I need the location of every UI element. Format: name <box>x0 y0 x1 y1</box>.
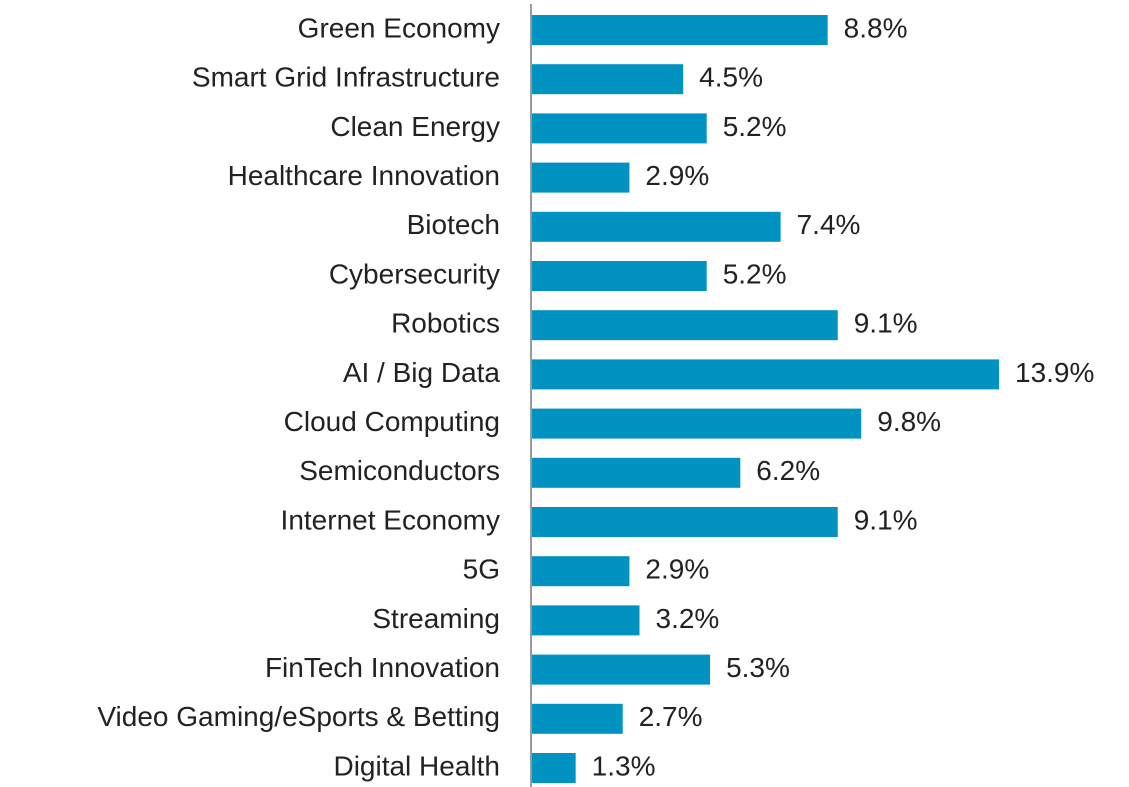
category-label: Cybersecurity <box>329 258 500 289</box>
bar <box>532 556 630 587</box>
category-label: Video Gaming/eSports & Betting <box>97 701 500 732</box>
bar <box>532 408 862 439</box>
category-label: AI / Big Data <box>343 357 501 388</box>
category-label: FinTech Innovation <box>265 652 500 683</box>
value-label: 2.7% <box>639 701 703 732</box>
category-label: Healthcare Innovation <box>228 160 500 191</box>
bar <box>532 753 576 783</box>
bar <box>532 15 828 45</box>
category-label: Streaming <box>372 603 500 634</box>
category-label: Smart Grid Infrastructure <box>192 62 500 93</box>
value-label: 2.9% <box>645 160 709 191</box>
bar <box>532 703 623 734</box>
category-label: 5G <box>463 554 500 585</box>
value-label: 1.3% <box>592 750 656 781</box>
category-label: Green Economy <box>298 12 500 43</box>
category-label: Biotech <box>407 209 500 240</box>
bar <box>532 507 838 537</box>
value-label: 9.8% <box>877 406 941 437</box>
value-label: 5.2% <box>723 111 787 142</box>
category-label: Internet Economy <box>281 504 500 535</box>
value-label: 5.3% <box>726 652 790 683</box>
category-label: Semiconductors <box>299 455 500 486</box>
bar <box>532 113 707 144</box>
value-label: 9.1% <box>854 504 918 535</box>
bar <box>532 261 707 291</box>
value-label: 3.2% <box>656 603 720 634</box>
value-label: 8.8% <box>844 12 908 43</box>
value-label: 4.5% <box>699 62 763 93</box>
category-label: Digital Health <box>333 750 500 781</box>
bar <box>532 359 999 390</box>
value-label: 6.2% <box>756 455 820 486</box>
bar <box>532 162 630 193</box>
value-label: 13.9% <box>1015 357 1094 388</box>
value-label: 2.9% <box>645 554 709 585</box>
category-label: Robotics <box>391 308 500 339</box>
value-label: 9.1% <box>854 308 918 339</box>
category-label: Cloud Computing <box>284 406 500 437</box>
bar <box>532 605 640 636</box>
bar <box>532 310 838 341</box>
value-label: 5.2% <box>723 258 787 289</box>
bar <box>532 654 711 685</box>
bar <box>532 64 684 95</box>
value-label: 7.4% <box>797 209 861 240</box>
bar <box>532 211 781 242</box>
category-label: Clean Energy <box>330 111 500 142</box>
bar <box>532 457 741 488</box>
